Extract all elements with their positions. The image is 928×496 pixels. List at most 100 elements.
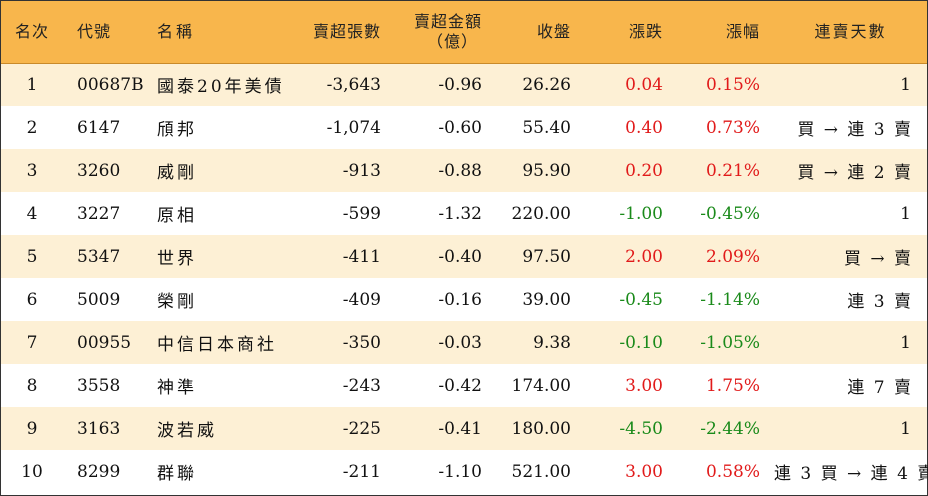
cell-name: 波若威 — [157, 421, 217, 441]
cell-change: -0.10 — [619, 332, 663, 353]
cell-sell-lots: -225 — [342, 418, 381, 439]
cell-close: 9.38 — [533, 332, 571, 353]
table-header-row: 名次 代號 名稱 賣超張數 賣超金額 （億） 收盤 漲跌 漲幅 連賣天數 — [1, 1, 927, 63]
cell-code: 3260 — [77, 160, 121, 181]
cell-code: 00955 — [77, 332, 132, 353]
cell-close: 95.90 — [522, 160, 571, 181]
cell-consecutive-days: 連 7 賣 — [847, 378, 913, 398]
cell-rank: 1 — [26, 74, 38, 95]
cell-change: 0.20 — [625, 160, 663, 181]
cell-change: -0.45 — [619, 289, 663, 310]
cell-rank: 9 — [26, 418, 38, 439]
cell-code: 3163 — [77, 418, 121, 439]
cell-change-pct: 0.73% — [705, 117, 760, 138]
header-days: 連賣天數 — [814, 21, 887, 41]
cell-consecutive-days: 連 3 賣 — [847, 292, 913, 312]
cell-close: 220.00 — [511, 203, 571, 224]
cell-change-pct: -1.14% — [700, 289, 760, 310]
cell-change: 3.00 — [625, 461, 663, 482]
cell-sell-lots: -211 — [342, 461, 381, 482]
cell-consecutive-days: 1 — [900, 418, 913, 439]
cell-name: 榮剛 — [157, 292, 197, 312]
cell-change-pct: -0.45% — [700, 203, 760, 224]
cell-name: 頎邦 — [157, 120, 197, 140]
cell-sell-amount: -1.10 — [438, 461, 482, 482]
table-row: 1 00687B 國泰20年美債 -3,643 -0.96 26.26 0.04 0.15% 1 — [1, 63, 927, 106]
cell-sell-lots: -913 — [342, 160, 381, 181]
cell-sell-amount: -0.60 — [438, 117, 482, 138]
cell-sell-amount: -0.41 — [438, 418, 482, 439]
table-row: 8 3558 神準 -243 -0.42 174.00 3.00 1.75% 連 7 賣 — [1, 364, 927, 407]
header-sell-amount-unit: （億） — [426, 31, 478, 51]
header-code: 代號 — [77, 21, 112, 41]
header-sell-amount: 賣超金額 （億） — [395, 1, 496, 63]
cell-rank: 2 — [26, 117, 38, 138]
cell-sell-amount: -0.40 — [438, 246, 482, 267]
table-row: 2 6147 頎邦 -1,074 -0.60 55.40 0.40 0.73% 買 → 連 3 … — [1, 106, 927, 149]
cell-name: 群聯 — [157, 464, 197, 484]
cell-code: 5347 — [77, 246, 121, 267]
cell-close: 55.40 — [522, 117, 571, 138]
cell-sell-amount: -0.03 — [438, 332, 482, 353]
cell-consecutive-days: 1 — [900, 332, 913, 353]
cell-name: 中信日本商社 — [157, 335, 277, 355]
cell-change-pct: -1.05% — [700, 332, 760, 353]
cell-consecutive-days: 連 3 買 → 連 4 賣 — [774, 464, 928, 484]
header-change-pct: 漲幅 — [725, 21, 760, 41]
cell-change: 3.00 — [625, 375, 663, 396]
cell-sell-lots: -243 — [342, 375, 381, 396]
cell-consecutive-days: 1 — [900, 203, 913, 224]
table-row: 6 5009 榮剛 -409 -0.16 39.00 -0.45 -1.14% 連 3 賣 — [1, 278, 927, 321]
cell-change: -4.50 — [619, 418, 663, 439]
cell-rank: 5 — [26, 246, 38, 267]
cell-change-pct: 0.21% — [705, 160, 760, 181]
header-change: 漲跌 — [628, 21, 663, 41]
cell-sell-amount: -0.16 — [438, 289, 482, 310]
cell-rank: 7 — [26, 332, 38, 353]
header-sell-lots: 賣超張數 — [312, 21, 381, 41]
cell-sell-lots: -1,074 — [326, 117, 381, 138]
cell-close: 26.26 — [522, 74, 571, 95]
cell-sell-lots: -3,643 — [326, 74, 381, 95]
cell-consecutive-days: 買 → 連 2 賣 — [797, 163, 913, 183]
cell-change-pct: 0.58% — [705, 461, 760, 482]
cell-code: 6147 — [77, 117, 121, 138]
table-row: 5 5347 世界 -411 -0.40 97.50 2.00 2.09% 買 → 賣 — [1, 235, 927, 278]
cell-change-pct: 1.75% — [705, 375, 760, 396]
cell-rank: 3 — [26, 160, 38, 181]
cell-code: 8299 — [77, 461, 121, 482]
cell-change: 0.40 — [625, 117, 663, 138]
cell-sell-lots: -350 — [342, 332, 381, 353]
table-row: 9 3163 波若威 -225 -0.41 180.00 -4.50 -2.44% 1 — [1, 407, 927, 450]
cell-consecutive-days: 買 → 賣 — [843, 249, 913, 269]
cell-sell-amount: -1.32 — [438, 203, 482, 224]
cell-sell-lots: -409 — [342, 289, 381, 310]
table-row: 10 8299 群聯 -211 -1.10 521.00 3.00 0.58% 連 3 買 → … — [1, 450, 928, 493]
cell-close: 39.00 — [522, 289, 571, 310]
cell-sell-amount: -0.88 — [438, 160, 482, 181]
cell-rank: 8 — [26, 375, 38, 396]
cell-rank: 4 — [26, 203, 38, 224]
cell-change: 0.04 — [625, 74, 663, 95]
cell-code: 5009 — [77, 289, 121, 310]
cell-change-pct: 0.15% — [705, 74, 760, 95]
cell-consecutive-days: 買 → 連 3 賣 — [797, 120, 913, 140]
cell-code: 3558 — [77, 375, 121, 396]
cell-sell-lots: -599 — [342, 203, 381, 224]
table-body: 1 00687B 國泰20年美債 -3,643 -0.96 26.26 0.04 0.15% 1… — [1, 63, 928, 493]
table-row: 3 3260 威剛 -913 -0.88 95.90 0.20 0.21% 買 → 連 2 賣 — [1, 149, 927, 192]
cell-sell-amount: -0.42 — [438, 375, 482, 396]
cell-change: -1.00 — [619, 203, 663, 224]
cell-rank: 6 — [26, 289, 38, 310]
header-close: 收盤 — [536, 21, 571, 41]
header-sell-amount-label: 賣超金額 — [413, 11, 482, 31]
cell-consecutive-days: 1 — [900, 74, 913, 95]
cell-close: 97.50 — [522, 246, 571, 267]
table-row: 4 3227 原相 -599 -1.32 220.00 -1.00 -0.45% 1 — [1, 192, 927, 235]
cell-name: 國泰20年美債 — [157, 77, 285, 98]
cell-close: 521.00 — [511, 461, 571, 482]
cell-sell-amount: -0.96 — [438, 74, 482, 95]
cell-close: 174.00 — [511, 375, 571, 396]
